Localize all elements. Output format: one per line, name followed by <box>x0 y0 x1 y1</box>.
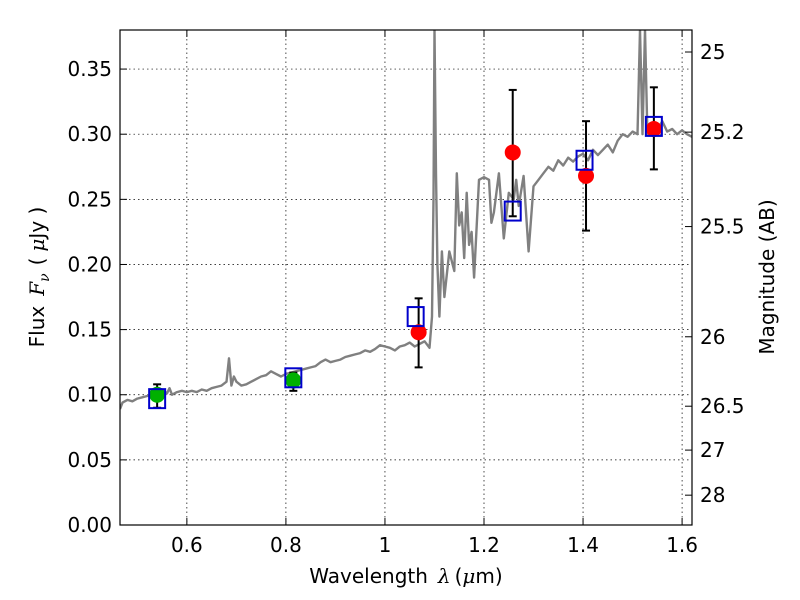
y-axis-title: FluxFν(μJy ) <box>25 207 53 348</box>
x-tick-label: 1.2 <box>468 533 500 557</box>
data-point <box>578 167 595 184</box>
y2-tick-label: 27 <box>700 438 725 462</box>
model-box <box>575 149 594 171</box>
y2-tick-label: 28 <box>700 483 725 507</box>
y-tick-label: 0.00 <box>67 513 112 537</box>
model-box <box>644 115 663 137</box>
x-tick-label: 0.6 <box>171 533 203 557</box>
grid <box>120 30 692 526</box>
y-tick-label: 0.30 <box>67 122 112 146</box>
x-axis-title: Wavelength λ (μm) <box>309 564 502 588</box>
y-tick-label: 0.15 <box>67 318 112 342</box>
y-tick-label: 0.05 <box>67 448 112 472</box>
data-point <box>504 144 521 161</box>
y2-axis-title: Magnitude (AB) <box>755 199 779 354</box>
y2-tick-label: 25.5 <box>700 215 745 239</box>
data-point <box>149 386 166 403</box>
model-box <box>503 200 522 222</box>
y-tick-label: 0.20 <box>67 252 112 276</box>
data-point <box>285 372 302 389</box>
x-tick-label: 1 <box>379 533 392 557</box>
model-box <box>284 367 303 389</box>
data-point <box>645 121 662 137</box>
model-box <box>406 306 425 328</box>
x-tick-label: 1.6 <box>666 533 698 557</box>
data-marks <box>148 86 663 410</box>
y2-tick-label: 26 <box>700 325 725 349</box>
tick-marks <box>120 30 692 526</box>
y2-tick-label: 26.5 <box>700 394 745 418</box>
y-tick-label: 0.35 <box>67 57 112 81</box>
y-tick-label: 0.25 <box>67 187 112 211</box>
model-box <box>148 388 167 410</box>
data-point <box>410 324 427 341</box>
x-tick-label: 0.8 <box>270 533 302 557</box>
x-tick-label: 1.4 <box>567 533 599 557</box>
y2-tick-label: 25.2 <box>700 120 745 144</box>
plot-frame <box>119 29 693 526</box>
y2-tick-label: 25 <box>700 40 725 64</box>
y-tick-label: 0.10 <box>67 383 112 407</box>
tick-labels: 0.6 0.8 1 1.2 1.4 1.6 0.00 0.05 0.10 0.15 0.20 0.25… <box>67 40 744 557</box>
